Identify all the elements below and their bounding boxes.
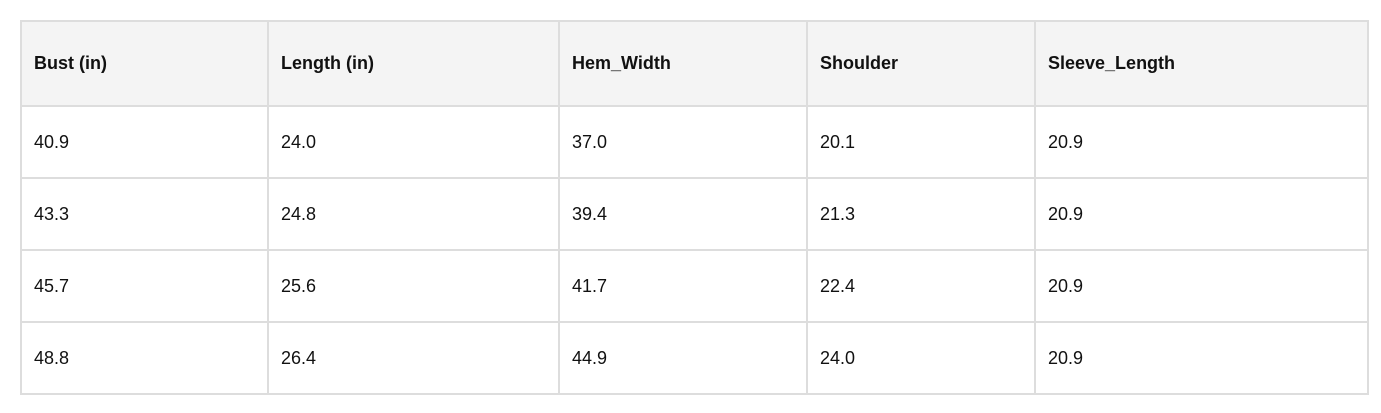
column-header: Sleeve_Length [1035, 21, 1368, 106]
table-cell: 21.3 [807, 178, 1035, 250]
table-cell: 20.1 [807, 106, 1035, 178]
table-cell: 41.7 [559, 250, 807, 322]
table-cell: 45.7 [21, 250, 268, 322]
header-row: Bust (in) Length (in) Hem_Width Shoulder Sle… [21, 21, 1368, 106]
table-cell: 39.4 [559, 178, 807, 250]
column-header: Length (in) [268, 21, 559, 106]
size-table: Bust (in) Length (in) Hem_Width Shoulder Sle… [20, 20, 1369, 395]
table-cell: 20.9 [1035, 106, 1368, 178]
table-cell: 44.9 [559, 322, 807, 394]
table-cell: 24.0 [268, 106, 559, 178]
table-head: Bust (in) Length (in) Hem_Width Shoulder Sle… [21, 21, 1368, 106]
table-cell: 25.6 [268, 250, 559, 322]
table-row: 43.3 24.8 39.4 21.3 20.9 [21, 178, 1368, 250]
table-cell: 20.9 [1035, 250, 1368, 322]
table-row: 48.8 26.4 44.9 24.0 20.9 [21, 322, 1368, 394]
table-body: 40.9 24.0 37.0 20.1 20.9 43.3 24.8 39.4 21.3 20.9… [21, 106, 1368, 394]
column-header: Shoulder [807, 21, 1035, 106]
table-cell: 22.4 [807, 250, 1035, 322]
column-header: Hem_Width [559, 21, 807, 106]
column-header: Bust (in) [21, 21, 268, 106]
table-cell: 26.4 [268, 322, 559, 394]
table-row: 40.9 24.0 37.0 20.1 20.9 [21, 106, 1368, 178]
table-cell: 37.0 [559, 106, 807, 178]
table-cell: 48.8 [21, 322, 268, 394]
table-row: 45.7 25.6 41.7 22.4 20.9 [21, 250, 1368, 322]
table-container: Bust (in) Length (in) Hem_Width Shoulder Sle… [20, 20, 1369, 395]
table-cell: 20.9 [1035, 322, 1368, 394]
table-cell: 43.3 [21, 178, 268, 250]
table-cell: 24.8 [268, 178, 559, 250]
table-cell: 20.9 [1035, 178, 1368, 250]
table-cell: 24.0 [807, 322, 1035, 394]
table-cell: 40.9 [21, 106, 268, 178]
